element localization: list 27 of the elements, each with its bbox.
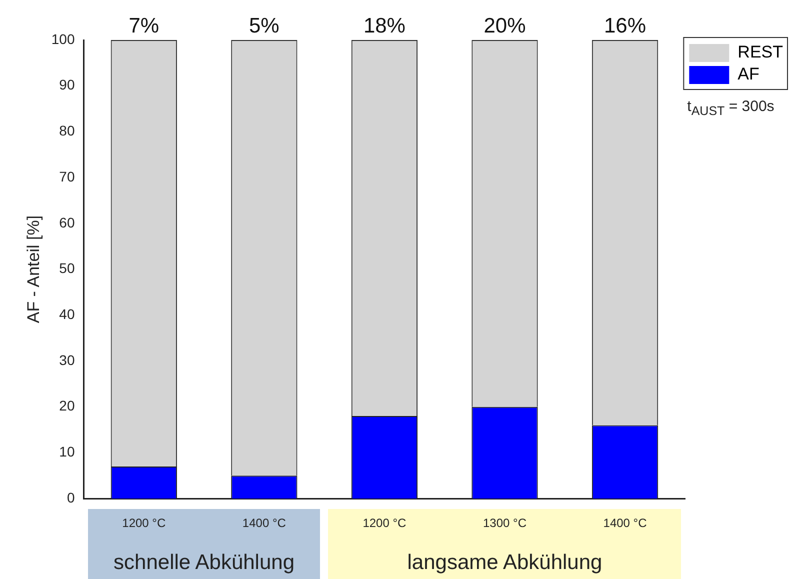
y-tick-label: 90 bbox=[59, 76, 75, 93]
text: t$_{AUST}$ = 300s bbox=[687, 98, 774, 118]
x-tick-label: 1200 °C bbox=[122, 516, 166, 530]
text: 16% bbox=[604, 14, 646, 38]
y-tick-label: 50 bbox=[59, 260, 75, 276]
text: langsame Abkühlung bbox=[407, 550, 602, 574]
x-tick-label: 1400 °C bbox=[603, 516, 648, 530]
y-tick-label: 30 bbox=[59, 352, 75, 368]
x-tick-label: 1400 °C bbox=[242, 516, 286, 530]
y-tick-label: 70 bbox=[59, 168, 75, 184]
y-tick-label: 100 bbox=[51, 30, 75, 47]
y-axis-title: AF - Anteil [%] bbox=[24, 215, 43, 324]
x-tick-label: 1300 °C bbox=[482, 516, 527, 530]
x-tick-label: 1200 °C bbox=[362, 516, 407, 530]
text: 18% bbox=[363, 14, 406, 38]
y-tick-label: 80 bbox=[59, 122, 75, 139]
text: 5% bbox=[249, 14, 280, 38]
y-tick-label: 0 bbox=[66, 489, 75, 506]
legend-label: AF bbox=[738, 64, 760, 84]
text: 7% bbox=[128, 14, 160, 38]
legend-label: REST bbox=[738, 42, 784, 62]
y-tick-label: 60 bbox=[59, 214, 75, 230]
y-tick-label: 10 bbox=[59, 444, 75, 460]
text: 20% bbox=[484, 14, 526, 38]
y-tick-label: 40 bbox=[59, 306, 75, 322]
text: schnelle Abkühlung bbox=[114, 550, 295, 574]
y-tick-label: 20 bbox=[59, 398, 75, 414]
